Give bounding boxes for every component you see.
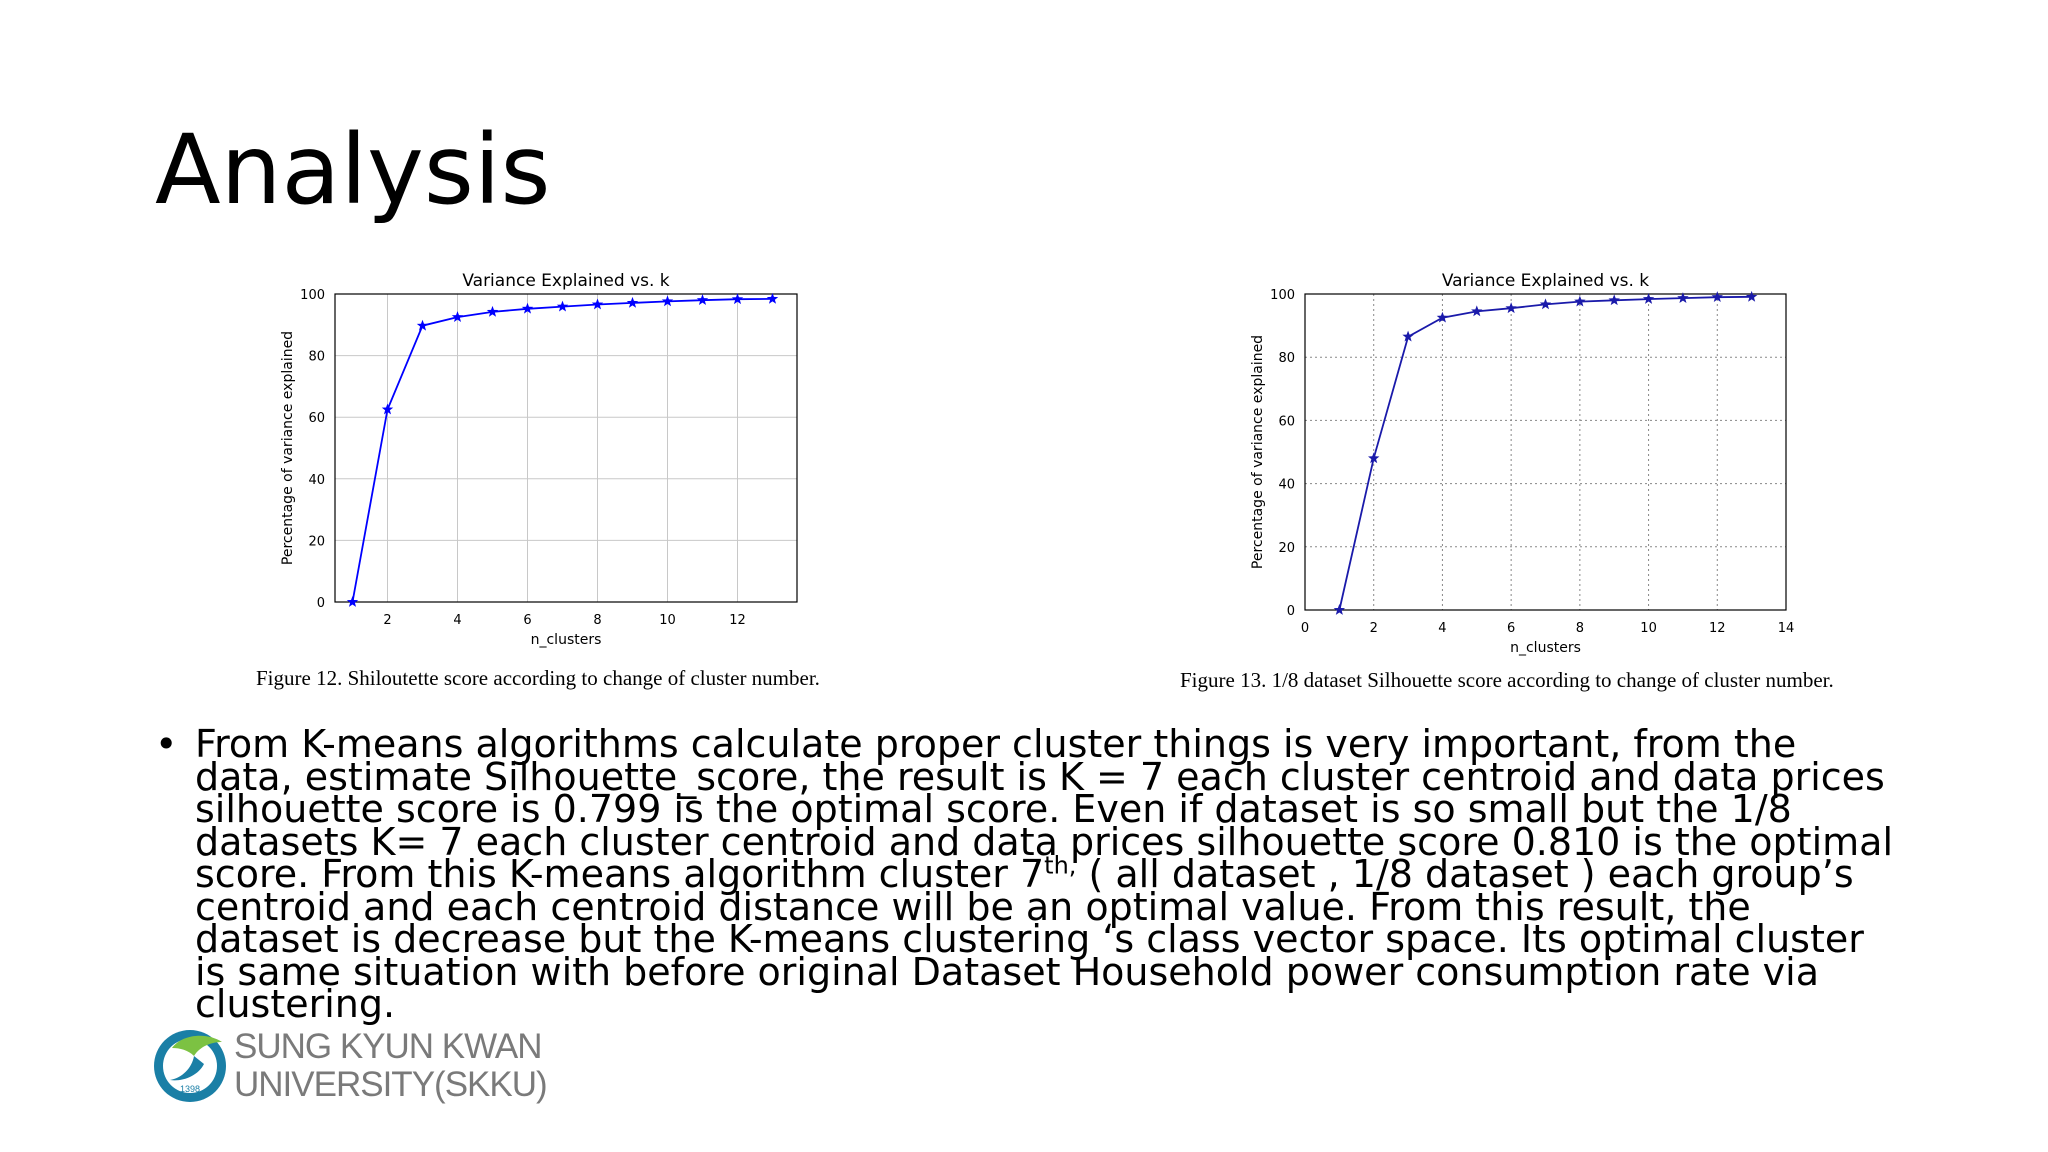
chart-variance-eighth: 0 2 4 6 8 10 12 14 0 20 40 60 80 100 Variance Explaine… [1240, 268, 1810, 660]
data-point-star [1574, 295, 1586, 307]
data-point-star [1368, 452, 1380, 464]
y-axis-label: Percentage of variance explained [1250, 335, 1266, 569]
data-point-star [626, 296, 639, 308]
x-tick-label: 4 [1438, 621, 1446, 636]
series-line [351, 298, 773, 603]
y-tick-label: 60 [308, 411, 325, 426]
y-tick-label: 100 [1270, 288, 1295, 303]
bullet-dot: • [155, 722, 178, 766]
x-axis-label: n_clusters [1510, 640, 1581, 656]
y-tick-label: 40 [308, 473, 325, 488]
skku-emblem-icon: 1398 [154, 1030, 226, 1102]
x-tick-label: 2 [1370, 621, 1378, 636]
x-tick-label: 0 [1301, 621, 1309, 636]
data-point-star [1436, 311, 1449, 323]
data-point-star [661, 295, 674, 307]
y-tick-label: 20 [1278, 541, 1295, 556]
series-line [1338, 295, 1752, 611]
bullet-text-tail: ( all dataset , 1/8 dataset ) each group… [195, 852, 1864, 1026]
bullet-text-main: From K-means algorithms calculate proper… [195, 722, 1893, 896]
x-tick-label: 6 [523, 613, 531, 628]
y-tick-label: 20 [308, 534, 325, 549]
data-point-star [381, 403, 394, 415]
y-tick-label: 80 [308, 350, 325, 365]
logo-year: 1398 [180, 1084, 200, 1094]
data-point-star [1471, 305, 1483, 317]
bullet-text: From K-means algorithms calculate proper… [195, 725, 1895, 1023]
plot-frame [334, 293, 798, 603]
y-tick-label: 60 [1278, 414, 1295, 429]
logo-line-2: UNIVERSITY(SKKU) [234, 1065, 548, 1104]
x-tick-label: 6 [1507, 621, 1515, 636]
x-tick-label: 8 [1576, 621, 1584, 636]
data-point-star [1677, 292, 1689, 303]
y-tick-label: 0 [317, 596, 325, 611]
data-point-star [1333, 604, 1346, 615]
figure-13-caption: Figure 13. 1/8 dataset Silhouette score … [1180, 668, 1834, 692]
analysis-paragraph: • From K-means algorithms calculate prop… [155, 722, 1895, 1023]
skku-logo: 1398 SUNG KYUN KWAN UNIVERSITY(SKKU) [152, 1020, 552, 1110]
chart-variance-full: 2 4 6 8 10 12 0 20 40 60 80 100 Variance Explained v… [270, 268, 810, 650]
x-tick-label: 12 [1709, 621, 1726, 636]
x-tick-label: 2 [383, 613, 391, 628]
y-tick-label: 80 [1278, 351, 1295, 366]
data-point-star [521, 302, 534, 314]
data-point-star [1745, 290, 1758, 302]
data-point-star [556, 300, 569, 312]
data-point-star [696, 294, 709, 306]
x-tick-label: 14 [1778, 621, 1795, 636]
chart-0-svg: 2 4 6 8 10 12 0 20 40 60 80 100 Variance Explained v… [280, 271, 798, 648]
y-axis-label: Percentage of variance explained [280, 331, 296, 565]
logo-line-1: SUNG KYUN KWAN [234, 1027, 543, 1066]
superscript-th: th, [1044, 851, 1077, 880]
figure-12-caption: Figure 12. Shiloutette score according t… [256, 666, 820, 690]
x-axis-label: n_clusters [531, 632, 602, 648]
data-point-star [731, 293, 744, 305]
data-point-star [591, 298, 604, 310]
data-point-star [1608, 294, 1620, 306]
chart-title: Variance Explained vs. k [462, 271, 669, 291]
data-point-star [1505, 302, 1517, 314]
y-tick-label: 100 [300, 288, 325, 303]
y-tick-label: 40 [1278, 478, 1295, 493]
data-point-star [1642, 293, 1655, 304]
x-tick-label: 8 [593, 613, 601, 628]
x-tick-label: 4 [453, 613, 461, 628]
chart-1-svg: 0 2 4 6 8 10 12 14 0 20 40 60 80 100 Variance Explaine… [1250, 271, 1795, 656]
chart-title: Variance Explained vs. k [1442, 271, 1649, 291]
data-point-star [486, 305, 499, 317]
x-tick-label: 12 [729, 613, 746, 628]
data-point-star [766, 292, 779, 304]
y-tick-label: 0 [1287, 604, 1295, 619]
x-tick-label: 10 [659, 613, 676, 628]
data-point-star [1539, 298, 1552, 310]
data-point-star [1711, 291, 1723, 303]
logo-wordmark: SUNG KYUN KWAN UNIVERSITY(SKKU) [234, 1027, 548, 1104]
x-tick-label: 10 [1640, 621, 1657, 636]
data-point-star [416, 319, 429, 331]
slide-title: Analysis [155, 114, 551, 226]
data-point-star [1402, 330, 1414, 342]
data-point-star [346, 596, 359, 607]
plot-frame [1304, 293, 1787, 611]
data-point-star [451, 311, 464, 322]
